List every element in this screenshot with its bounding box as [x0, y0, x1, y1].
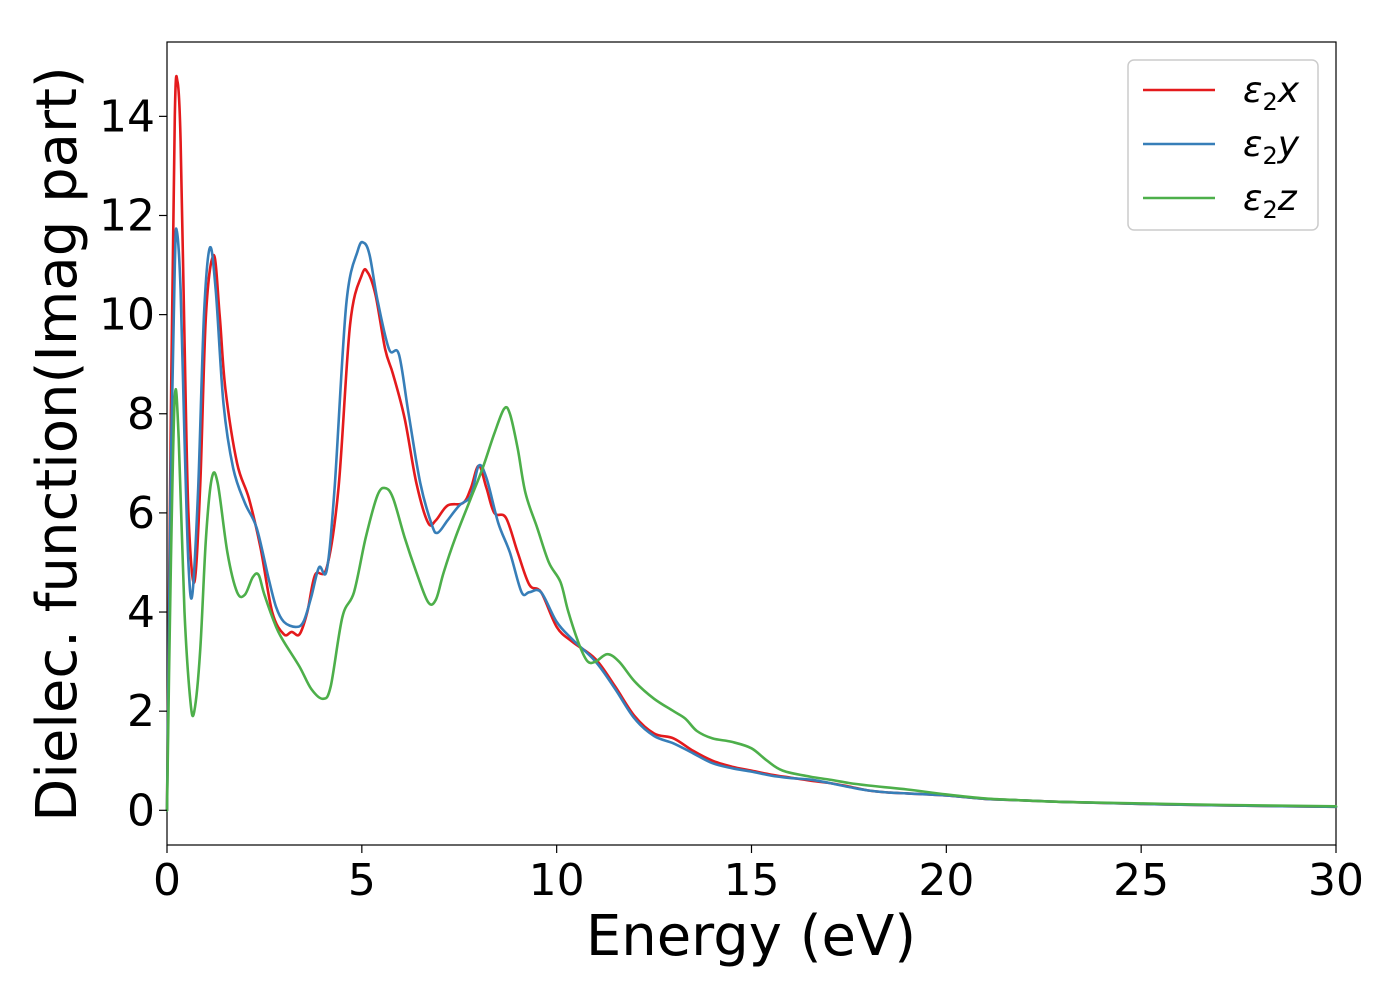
y-tick-label: 8 — [127, 389, 155, 440]
y-tick-label: 12 — [99, 190, 155, 241]
legend-item-y: ε2y — [1143, 124, 1300, 170]
legend-label-subscript: 2 — [1262, 142, 1277, 170]
x-tick-label: 10 — [529, 855, 585, 906]
y-tick-label: 10 — [99, 290, 155, 341]
legend-label-subscript: 2 — [1262, 88, 1277, 116]
x-tick-label: 30 — [1308, 855, 1364, 906]
legend-label-base: ε — [1243, 70, 1262, 111]
x-tick-label: 20 — [918, 855, 974, 906]
legend-label: ε2y — [1243, 124, 1300, 170]
legend-label: ε2x — [1243, 70, 1300, 116]
x-tick-label: 5 — [348, 855, 376, 906]
series-line-y — [165, 227, 1338, 812]
y-tick-label: 2 — [127, 686, 155, 737]
x-tick-label: 0 — [153, 855, 181, 906]
y-tick-label: 0 — [127, 785, 155, 836]
y-axis-label: Dielec. function(Imag part) — [25, 66, 90, 822]
legend-item-z: ε2z — [1143, 178, 1298, 224]
y-axis-ticks: 0 2 4 6 8 10 12 14 — [99, 91, 167, 836]
x-tick-label: 15 — [724, 855, 780, 906]
legend-item-x: ε2x — [1143, 70, 1300, 116]
y-tick-label: 14 — [99, 91, 155, 142]
legend-label-base: ε — [1243, 124, 1262, 165]
legend-label-suffix: x — [1277, 70, 1300, 111]
series-line-z — [165, 388, 1338, 812]
x-tick-label: 25 — [1113, 855, 1169, 906]
legend-label: ε2z — [1243, 178, 1298, 224]
x-axis-ticks: 0 5 10 15 20 25 30 — [153, 845, 1364, 906]
legend-label-base: ε — [1243, 178, 1262, 219]
legend-label-suffix: z — [1277, 178, 1298, 219]
legend-box — [1127, 59, 1319, 231]
series-layer — [165, 74, 1338, 812]
legend-label-suffix: y — [1277, 124, 1300, 165]
y-tick-label: 4 — [127, 587, 155, 638]
y-tick-label: 6 — [127, 488, 155, 539]
legend-label-subscript: 2 — [1262, 196, 1277, 224]
x-axis-label: Energy (eV) — [586, 904, 916, 969]
